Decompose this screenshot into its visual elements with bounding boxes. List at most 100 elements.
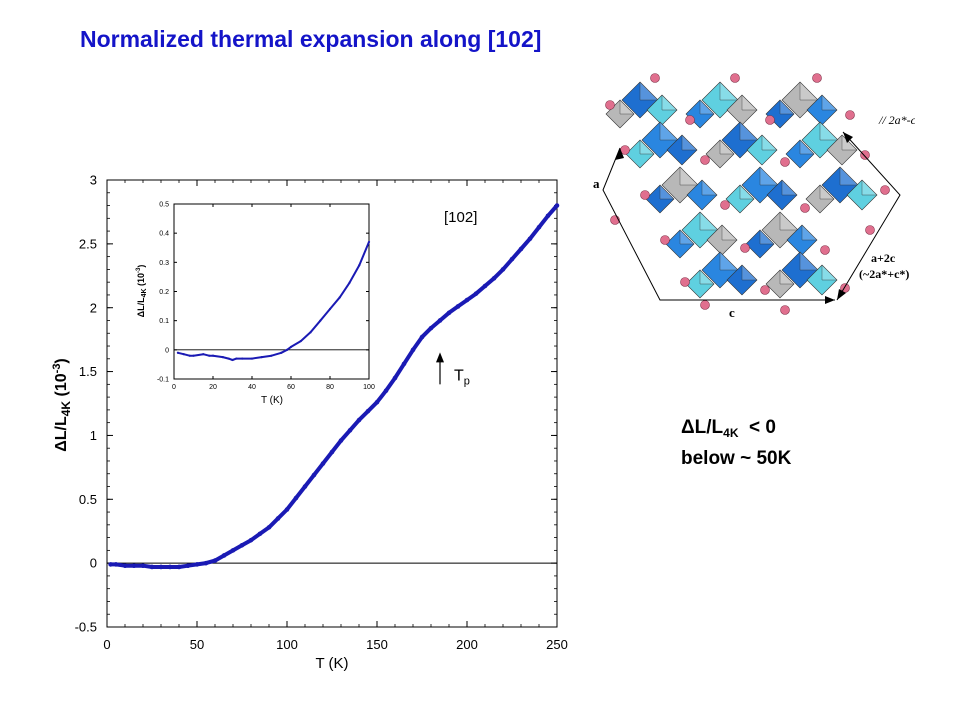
data-point bbox=[167, 564, 173, 570]
data-point bbox=[464, 297, 470, 303]
data-point bbox=[208, 354, 211, 357]
data-point bbox=[328, 307, 332, 311]
crystal-axes bbox=[602, 131, 901, 301]
data-point bbox=[309, 331, 312, 334]
data-point bbox=[221, 356, 224, 359]
octahedron bbox=[686, 179, 718, 211]
data-point bbox=[176, 564, 182, 570]
x-tick-label: 0 bbox=[103, 637, 110, 652]
data-point bbox=[367, 240, 371, 244]
data-point bbox=[365, 408, 371, 414]
atom bbox=[700, 300, 710, 310]
atom bbox=[650, 73, 660, 83]
data-point bbox=[284, 507, 290, 512]
data-point bbox=[212, 558, 218, 563]
data-point bbox=[185, 563, 191, 568]
data-point bbox=[140, 563, 146, 568]
y-tick-label: 1 bbox=[90, 428, 97, 443]
y-tick-label: 0.2 bbox=[159, 289, 169, 296]
data-point bbox=[194, 562, 200, 567]
x-tick-label: 100 bbox=[363, 384, 375, 391]
data-point bbox=[319, 319, 322, 322]
crystal-structure-figure: a c // 2a*-c* a+2c (~2a*+c*) bbox=[593, 73, 915, 320]
data-point bbox=[182, 353, 185, 356]
atom bbox=[765, 115, 775, 125]
octahedron bbox=[726, 264, 758, 296]
data-point bbox=[231, 358, 234, 362]
octahedron bbox=[645, 184, 675, 214]
data-point bbox=[280, 351, 283, 354]
atom bbox=[660, 235, 670, 245]
crystal-label-a: a bbox=[593, 176, 600, 191]
y-tick-label: 0.1 bbox=[159, 318, 169, 325]
data-point bbox=[131, 563, 137, 568]
data-point bbox=[250, 357, 254, 360]
tp-arrow-head bbox=[436, 352, 444, 363]
inset-y-axis-label: ΔL/L4K (10-3) bbox=[136, 265, 148, 318]
atom bbox=[845, 110, 855, 120]
x-tick-label: 150 bbox=[366, 637, 388, 652]
data-point bbox=[482, 283, 488, 289]
y-tick-label: 0 bbox=[165, 347, 169, 354]
atom bbox=[860, 150, 870, 160]
note-line-2: below ~ 50K bbox=[681, 448, 792, 469]
octahedron bbox=[805, 184, 835, 214]
main-plot-frame bbox=[106, 179, 558, 628]
octahedron bbox=[806, 264, 838, 296]
data-point bbox=[392, 375, 398, 381]
data-point bbox=[358, 264, 361, 267]
octahedron bbox=[706, 224, 738, 256]
atom bbox=[865, 225, 875, 235]
data-point bbox=[203, 560, 209, 566]
x-tick-label: 0 bbox=[172, 384, 176, 391]
data-point bbox=[410, 347, 416, 353]
data-point bbox=[211, 354, 215, 357]
octahedron bbox=[766, 179, 798, 211]
data-point bbox=[149, 564, 155, 570]
data-point bbox=[473, 291, 479, 296]
x-tick-label: 80 bbox=[326, 384, 334, 391]
atom bbox=[685, 115, 695, 125]
data-point bbox=[527, 236, 533, 242]
atom bbox=[740, 243, 750, 253]
data-point bbox=[257, 531, 263, 537]
y-tick-label: 1.5 bbox=[79, 364, 97, 379]
y-tick-label: 0.3 bbox=[159, 260, 169, 267]
octahedron bbox=[726, 94, 758, 126]
data-point bbox=[302, 484, 308, 489]
data-point bbox=[509, 256, 515, 262]
y-tick-label: 2 bbox=[90, 300, 97, 315]
octahedron bbox=[665, 229, 695, 259]
data-point bbox=[437, 318, 443, 323]
octahedron bbox=[785, 139, 815, 169]
octahedron bbox=[685, 269, 715, 299]
data-point bbox=[299, 339, 302, 343]
data-point bbox=[554, 203, 560, 208]
crystal-octahedra bbox=[605, 81, 878, 299]
expansion-note: ΔL/L4K < 0 below ~ 50K bbox=[681, 415, 791, 472]
atom bbox=[605, 100, 615, 110]
data-point bbox=[188, 354, 191, 357]
data-point bbox=[419, 334, 425, 340]
data-point bbox=[338, 438, 344, 443]
y-tick-label: 0.5 bbox=[159, 201, 169, 208]
y-tick-label: -0.5 bbox=[75, 620, 97, 635]
thermal-expansion-chart: 0 50 100 150 200 250 -0.500.511.522.53 T (K) … bbox=[51, 173, 568, 672]
atom bbox=[880, 185, 890, 195]
atom bbox=[820, 245, 830, 255]
data-point bbox=[221, 553, 227, 558]
data-point bbox=[518, 246, 524, 252]
octahedron bbox=[765, 269, 795, 299]
octahedron bbox=[705, 139, 735, 169]
atom bbox=[780, 305, 790, 315]
data-point bbox=[545, 213, 551, 219]
octahedron bbox=[666, 134, 698, 166]
crystal-label-c: c bbox=[729, 305, 735, 320]
octahedron bbox=[786, 224, 818, 256]
octahedron bbox=[625, 139, 655, 169]
atom bbox=[730, 73, 740, 83]
axis-c-arrowhead bbox=[825, 296, 835, 304]
crystal-label-a2c-paren: (~2a*+c*) bbox=[859, 267, 909, 281]
crystal-label-2a-c: // 2a*-c* bbox=[878, 113, 915, 127]
data-point bbox=[158, 564, 164, 570]
